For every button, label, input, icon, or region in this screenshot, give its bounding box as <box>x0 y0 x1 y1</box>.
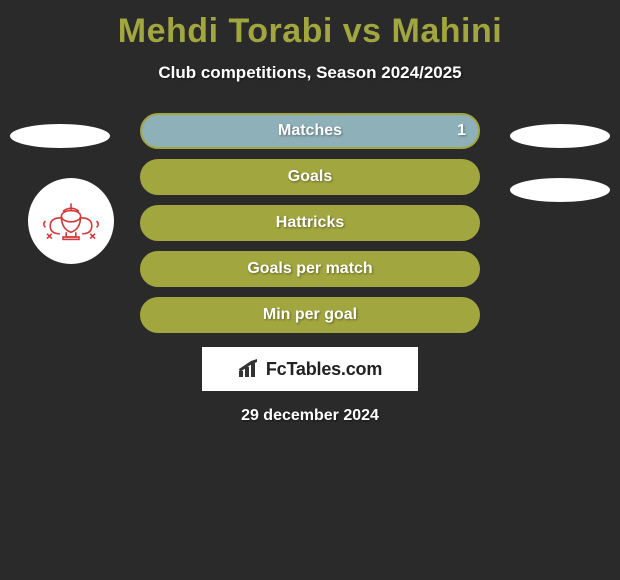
stats-bars: Matches 1 Goals Hattricks Goals per matc… <box>0 113 620 333</box>
bar-label: Goals <box>288 168 332 186</box>
bar-label: Goals per match <box>247 260 372 278</box>
attribution-box: FcTables.com <box>202 347 418 391</box>
bar-pill: Matches 1 <box>140 113 480 149</box>
bar-pill: Min per goal <box>140 297 480 333</box>
bar-row-goals: Goals <box>0 159 620 195</box>
bar-label: Min per goal <box>263 306 357 324</box>
date-text: 29 december 2024 <box>0 407 620 425</box>
bar-pill: Goals per match <box>140 251 480 287</box>
bar-row-matches: Matches 1 <box>0 113 620 149</box>
bar-label: Hattricks <box>276 214 344 232</box>
attribution-text: FcTables.com <box>266 359 382 380</box>
bar-label: Matches <box>278 122 342 140</box>
bar-row-goals-per-match: Goals per match <box>0 251 620 287</box>
bar-pill: Hattricks <box>140 205 480 241</box>
bar-row-hattricks: Hattricks <box>0 205 620 241</box>
page-title: Mehdi Torabi vs Mahini <box>0 0 620 51</box>
bar-row-min-per-goal: Min per goal <box>0 297 620 333</box>
chart-icon <box>238 359 262 379</box>
bar-value-right: 1 <box>457 122 466 140</box>
bar-pill: Goals <box>140 159 480 195</box>
subtitle: Club competitions, Season 2024/2025 <box>0 63 620 83</box>
